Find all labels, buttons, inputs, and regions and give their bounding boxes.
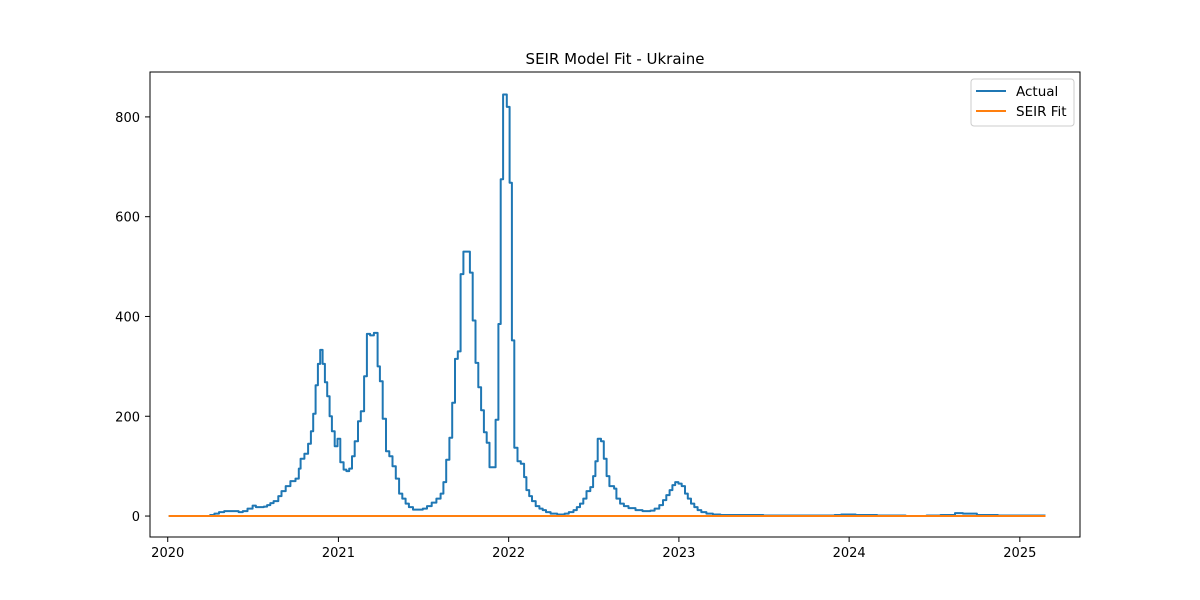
y-tick-label: 0 xyxy=(132,510,140,525)
x-tick-label: 2021 xyxy=(322,546,355,561)
legend-label-seir-fit: SEIR Fit xyxy=(1016,104,1067,120)
x-tick-label: 2022 xyxy=(492,546,525,561)
chart-title: SEIR Model Fit - Ukraine xyxy=(526,50,705,68)
axes-layer: 2020 2021 2022 2023 2024 2025 0 200 400 600 800 xyxy=(115,111,1036,561)
series-layer xyxy=(168,93,1046,517)
series-line-actual xyxy=(168,93,830,517)
plot-frame xyxy=(149,71,1081,538)
y-tick-label: 600 xyxy=(115,211,140,226)
legend: Actual SEIR Fit xyxy=(970,78,1075,127)
y-tick-label: 200 xyxy=(115,410,140,425)
y-tick-label: 800 xyxy=(115,111,140,126)
x-tick-label: 2023 xyxy=(662,546,695,561)
x-tick-label: 2025 xyxy=(1003,546,1036,561)
x-tick-label: 2024 xyxy=(833,546,866,561)
x-tick-label: 2020 xyxy=(151,546,184,561)
legend-label-actual: Actual xyxy=(1016,84,1058,100)
y-tick-label: 400 xyxy=(115,310,140,325)
